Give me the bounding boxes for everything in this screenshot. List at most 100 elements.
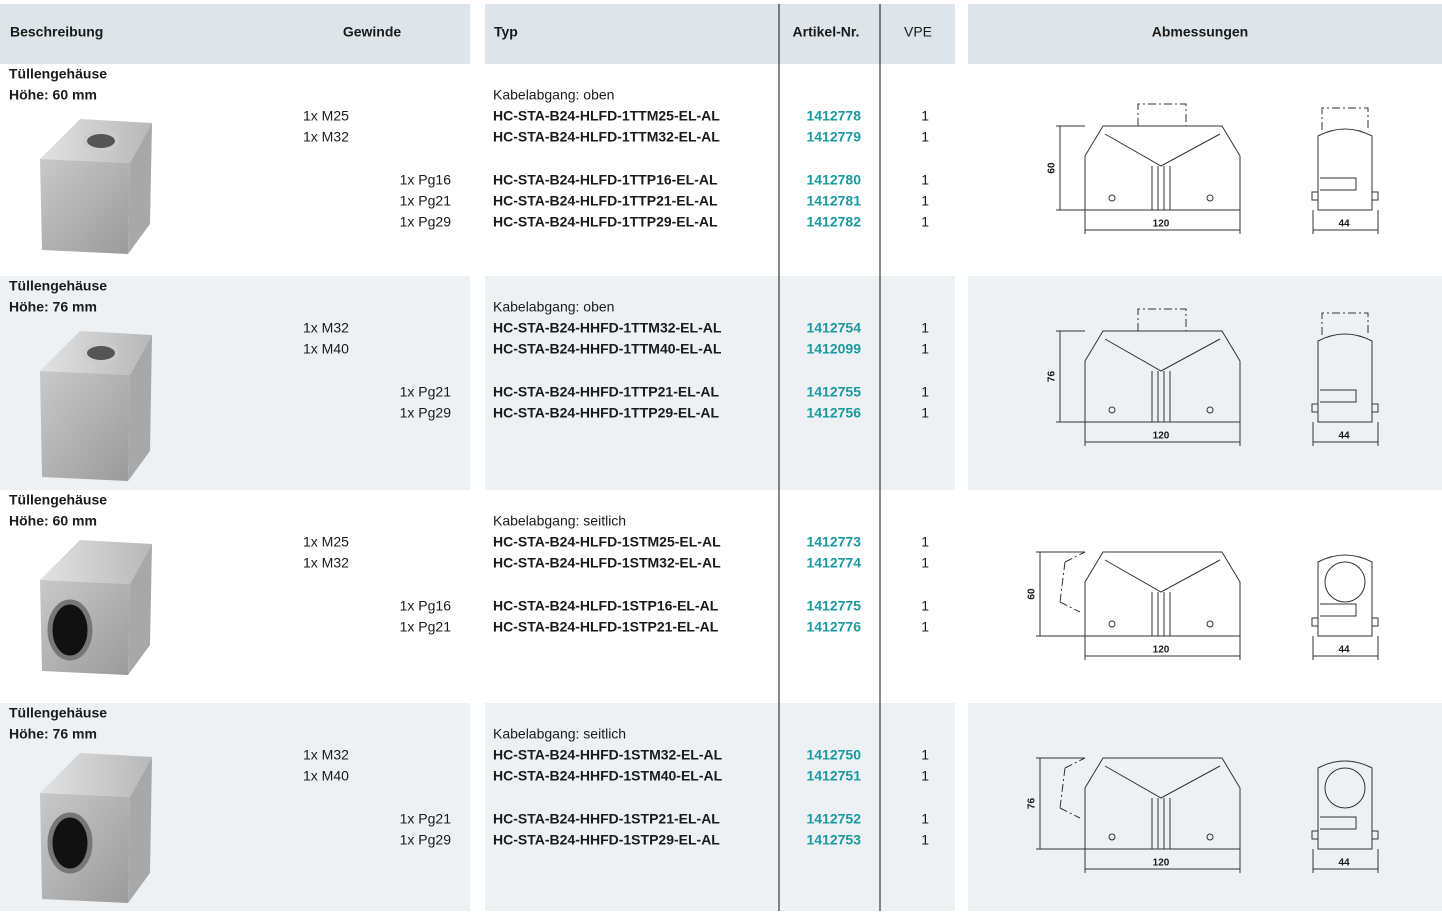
header-bg (968, 4, 1442, 64)
vpe: 1 (921, 341, 929, 357)
description: Höhe: 76 mm (9, 299, 97, 315)
side-view (1311, 333, 1379, 423)
side-view (1311, 128, 1379, 211)
cable-opening (47, 599, 93, 661)
article-number: 1412754 (806, 320, 861, 336)
row-bg (968, 703, 1442, 911)
vpe: 1 (921, 214, 929, 230)
row-bg (485, 276, 955, 490)
type: HC-STA-B24-HLFD-1STM32-EL-AL (493, 555, 721, 571)
type: HC-STA-B24-HHFD-1STP29-EL-AL (493, 832, 720, 848)
article-number: 1412751 (806, 768, 861, 784)
row-bg (968, 276, 1442, 490)
type: HC-STA-B24-HLFD-1TTP29-EL-AL (493, 214, 718, 230)
vpe: 1 (921, 129, 929, 145)
header-bg (485, 4, 955, 64)
exit-outline (1059, 551, 1086, 613)
vpe: 1 (921, 555, 929, 571)
dim-label: 120 (1153, 645, 1170, 656)
type: HC-STA-B24-HLFD-1TTP21-EL-AL (493, 193, 718, 209)
vpe: 1 (921, 832, 929, 848)
thread: 1x Pg21 (400, 193, 452, 209)
screw (1206, 406, 1214, 414)
vpe: 1 (921, 405, 929, 421)
article-number: 1412781 (806, 193, 861, 209)
front-view (1084, 551, 1241, 637)
header-cell: Gewinde (343, 24, 402, 40)
thread: 1x Pg21 (400, 384, 452, 400)
screw (1206, 194, 1214, 202)
type: HC-STA-B24-HHFD-1STP21-EL-AL (493, 811, 720, 827)
dim-label: 60 (1047, 162, 1058, 174)
housing-side (128, 123, 152, 254)
cable-exit: Kabelabgang: seitlich (493, 726, 626, 742)
dim-line (1056, 330, 1379, 446)
thread: 1x M32 (303, 129, 349, 145)
header-cell: Typ (494, 24, 518, 40)
article-number: 1412776 (806, 619, 861, 635)
dim-label: 44 (1338, 645, 1350, 656)
exit-outline (1059, 757, 1086, 819)
product-photo (40, 753, 152, 903)
thread: 1x M25 (303, 534, 349, 550)
vpe: 1 (921, 108, 929, 124)
thread: 1x Pg29 (400, 832, 452, 848)
dim-label: 120 (1153, 219, 1170, 230)
vpe: 1 (921, 619, 929, 635)
dim-label: 76 (1047, 371, 1058, 383)
housing-side (128, 544, 152, 675)
screw (1108, 620, 1116, 628)
type: HC-STA-B24-HLFD-1TTM25-EL-AL (493, 108, 720, 124)
thread: 1x M32 (303, 555, 349, 571)
screw (1206, 833, 1214, 841)
article-number: 1412782 (806, 214, 861, 230)
type: HC-STA-B24-HLFD-1STP16-EL-AL (493, 598, 719, 614)
front-view (1084, 330, 1241, 423)
cable-opening (47, 812, 93, 874)
vpe: 1 (921, 747, 929, 763)
header-cell: VPE (904, 24, 932, 40)
dim-label: 44 (1338, 431, 1350, 442)
type: HC-STA-B24-HHFD-1TTP29-EL-AL (493, 405, 720, 421)
housing-front (40, 371, 130, 481)
vpe: 1 (921, 193, 929, 209)
housing-front (40, 159, 130, 254)
article-number: 1412773 (806, 534, 861, 550)
description: Höhe: 76 mm (9, 726, 97, 742)
article-number: 1412752 (806, 811, 861, 827)
backgrounds (0, 4, 1442, 911)
side-view (1311, 760, 1379, 850)
row-bg (485, 703, 955, 911)
type: HC-STA-B24-HLFD-1TTM32-EL-AL (493, 129, 720, 145)
dim-label: 44 (1338, 219, 1350, 230)
type: HC-STA-B24-HHFD-1TTM32-EL-AL (493, 320, 722, 336)
description: Tüllengehäuse (9, 492, 107, 508)
type: HC-STA-B24-HHFD-1STM32-EL-AL (493, 747, 723, 763)
exit-outline (1137, 103, 1187, 126)
article-number: 1412780 (806, 172, 861, 188)
thread: 1x M32 (303, 747, 349, 763)
article-number: 1412750 (806, 747, 861, 763)
dim-label: 76 (1027, 798, 1038, 810)
thread: 1x M25 (303, 108, 349, 124)
product-photo (40, 331, 152, 481)
dim-line (1036, 757, 1379, 873)
thread: 1x Pg16 (400, 172, 452, 188)
header-cell: Abmessungen (1152, 24, 1248, 40)
housing-top (40, 753, 152, 797)
housing-top (40, 540, 152, 584)
thread: 1x Pg16 (400, 598, 452, 614)
dimension-drawing: 60 120 44 (1047, 103, 1379, 234)
dim-line (1036, 551, 1379, 660)
thread: 1x M40 (303, 341, 349, 357)
dim-label: 120 (1153, 858, 1170, 869)
article-number: 1412778 (806, 108, 861, 124)
screw (1108, 406, 1116, 414)
article-number: 1412756 (806, 405, 861, 421)
exit-outline (1321, 312, 1369, 335)
vpe: 1 (921, 768, 929, 784)
thread: 1x M32 (303, 320, 349, 336)
exit-outline (1321, 107, 1369, 130)
screw (1108, 194, 1116, 202)
